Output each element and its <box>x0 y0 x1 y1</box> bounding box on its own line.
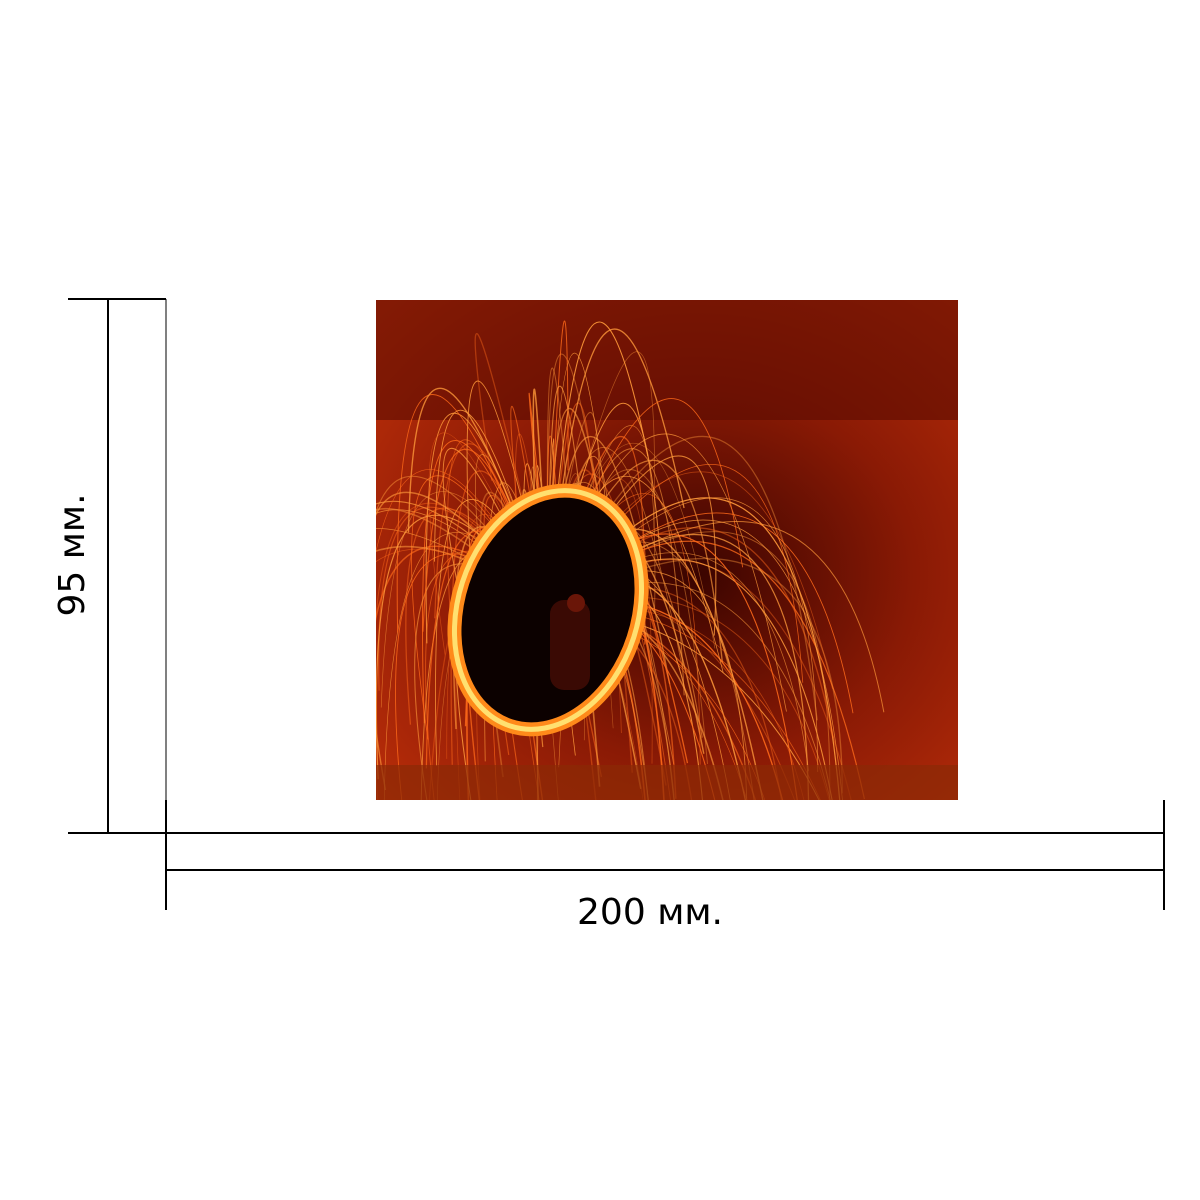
figure <box>550 600 590 690</box>
spark <box>396 394 549 633</box>
photo-top-shade <box>376 300 958 420</box>
ring <box>451 488 645 732</box>
height-label: 95 мм. <box>52 493 93 616</box>
photo <box>376 300 958 800</box>
width-label: 200 мм. <box>577 892 723 933</box>
spark <box>474 333 549 611</box>
figure-head <box>567 594 585 612</box>
ring-inside <box>454 490 642 730</box>
ground-glow <box>376 765 958 800</box>
